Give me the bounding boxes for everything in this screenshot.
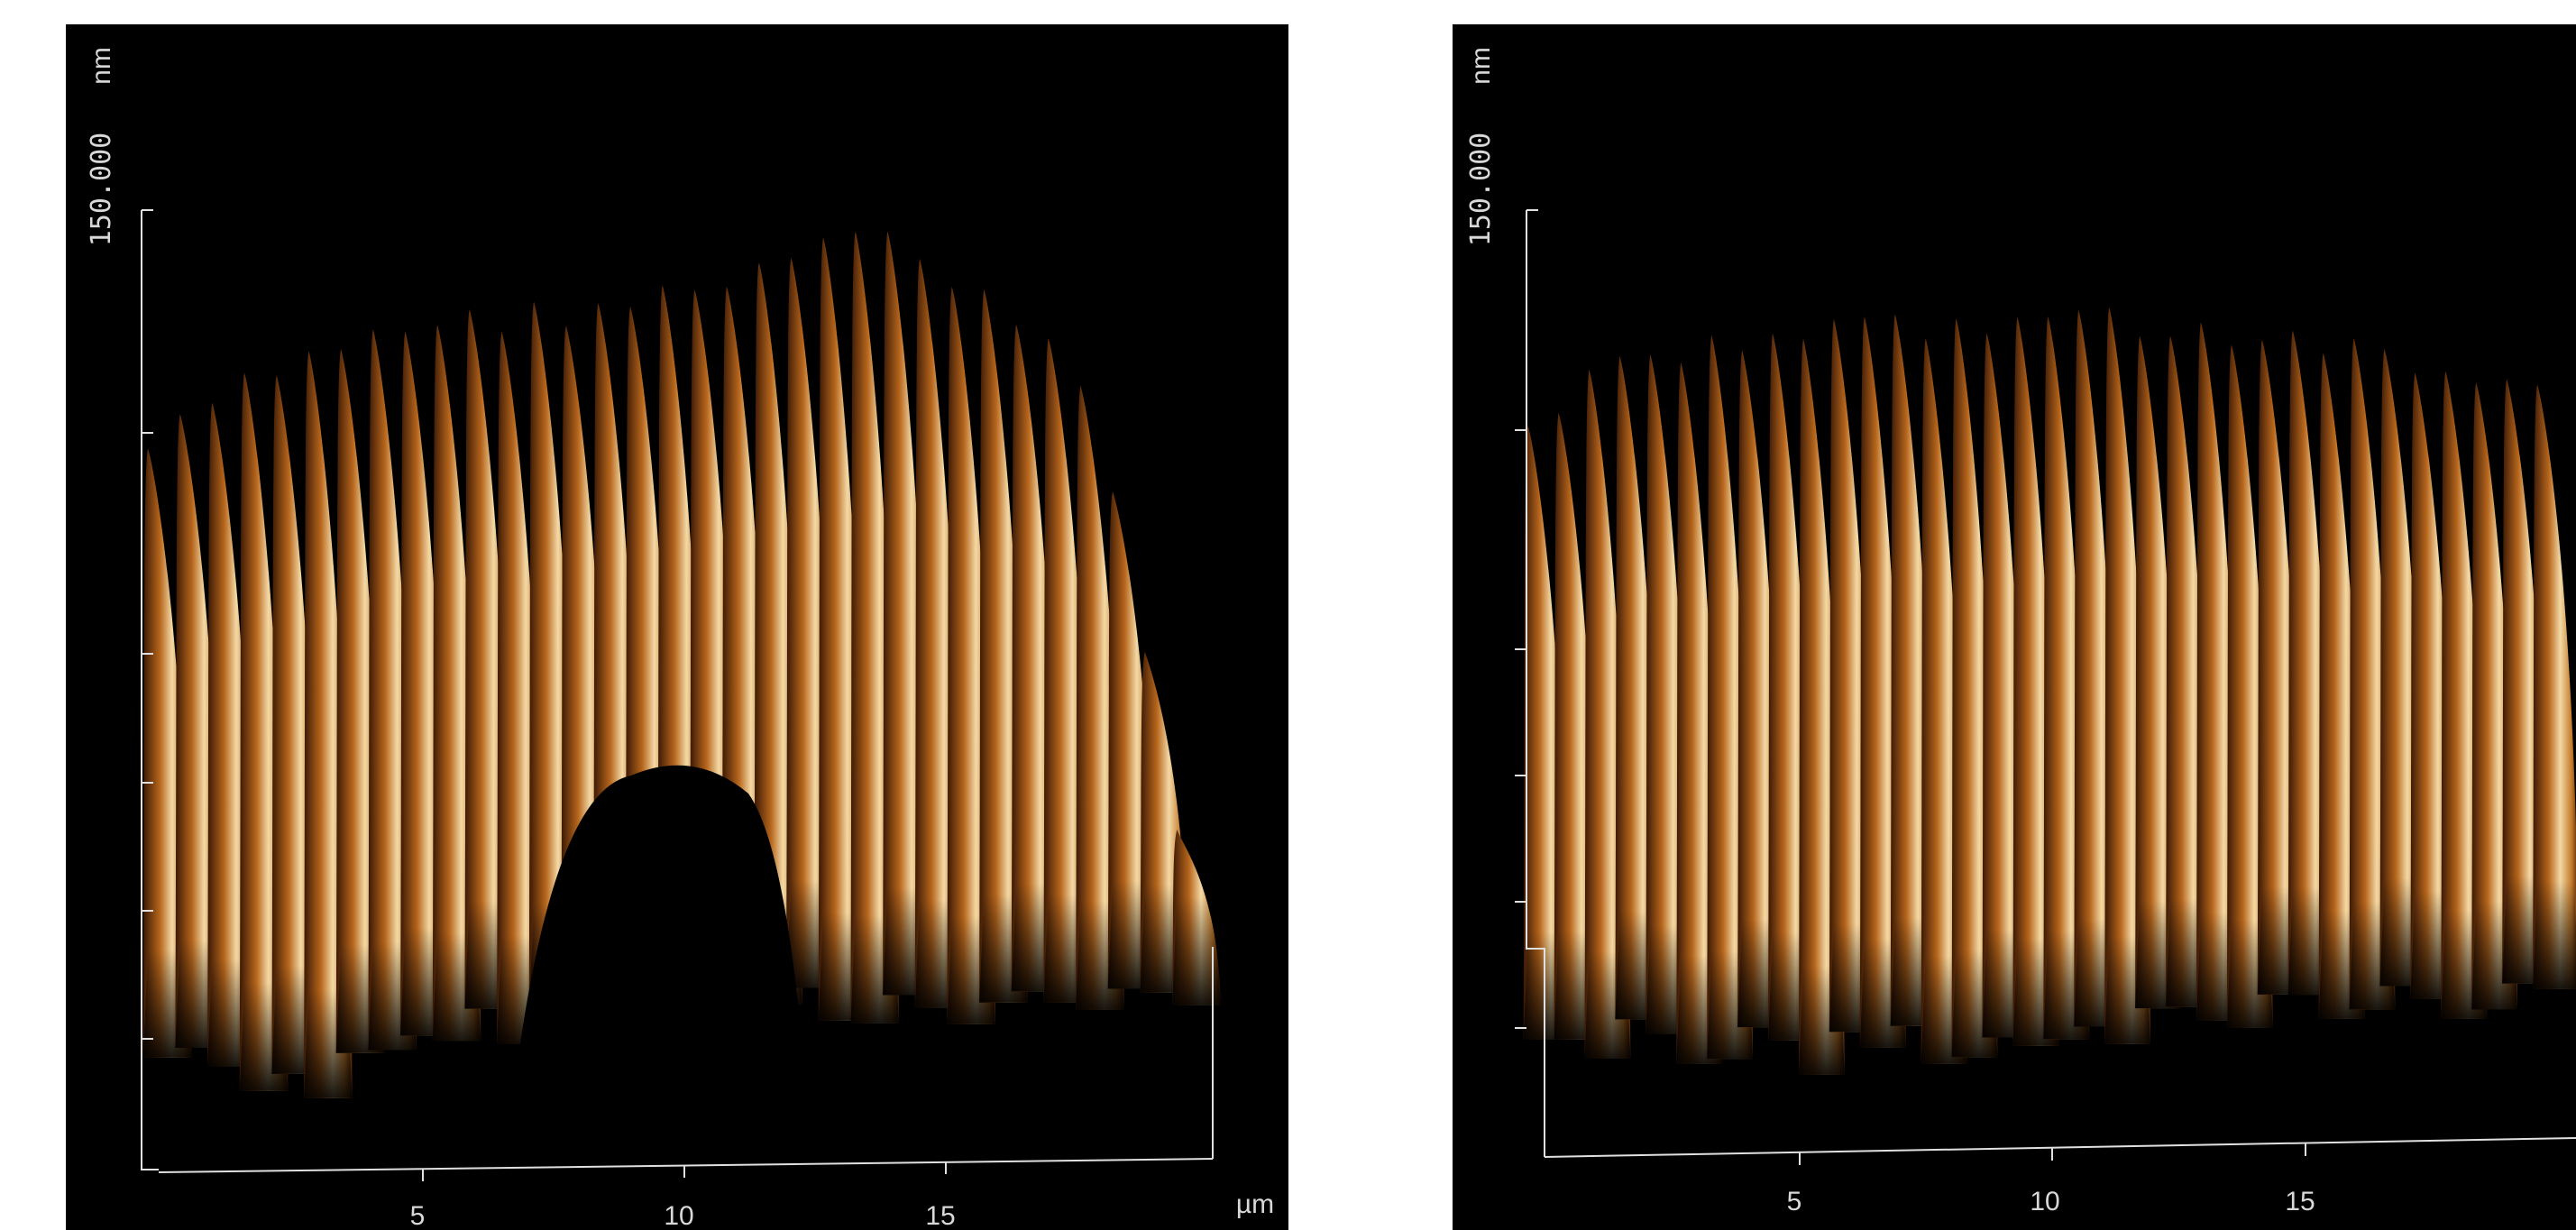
- x-axis: [1544, 1137, 2576, 1158]
- z-unit: nm: [87, 47, 116, 85]
- x-tick-label: 15: [2285, 1187, 2315, 1216]
- x-tick-label: 5: [1787, 1187, 1802, 1216]
- x-axis: [158, 1158, 1214, 1173]
- surface-right: [1523, 307, 2576, 1075]
- ridge-shadow: [2533, 880, 2576, 989]
- surface-left: [142, 231, 1221, 1098]
- x-tick-label: 10: [2030, 1187, 2059, 1216]
- z-axis: [1526, 210, 1545, 1157]
- z-axis: [141, 210, 159, 1170]
- x-unit: µm: [1236, 1189, 1274, 1219]
- axes-left: [141, 209, 1214, 1181]
- x-tick-label: 15: [925, 1201, 955, 1230]
- z-unit: nm: [1466, 47, 1496, 85]
- surface-valley: [505, 765, 811, 1172]
- ridge-shadow: [1172, 896, 1221, 1005]
- axes-right: [1515, 209, 2576, 1165]
- z-max-label: 150.000: [1465, 133, 1497, 246]
- x-tick-label: 10: [664, 1201, 693, 1230]
- x-tick-label: 5: [410, 1201, 426, 1230]
- z-max-label: 150.000: [86, 133, 117, 246]
- surface-ridge: [2533, 384, 2576, 989]
